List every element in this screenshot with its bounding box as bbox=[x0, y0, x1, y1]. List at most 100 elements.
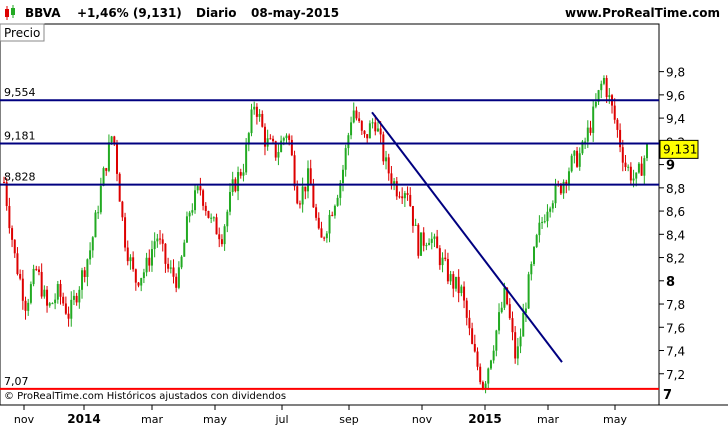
candle-body bbox=[188, 212, 191, 217]
candle-body bbox=[315, 207, 318, 218]
candle-body bbox=[8, 206, 11, 229]
candle-body bbox=[148, 257, 151, 266]
candle-body bbox=[395, 181, 398, 197]
candle-body bbox=[454, 276, 457, 289]
candle-body bbox=[336, 197, 339, 206]
candle-body bbox=[430, 238, 433, 243]
candle-body bbox=[307, 168, 310, 192]
candle-body bbox=[592, 106, 595, 133]
y-tick-label: 8,8 bbox=[666, 182, 685, 196]
y-tick-label: 7,2 bbox=[666, 368, 685, 382]
candle-body bbox=[621, 147, 624, 163]
candle-body bbox=[578, 153, 581, 167]
candle-body bbox=[420, 232, 423, 256]
candle-body bbox=[608, 95, 611, 98]
candle-body bbox=[296, 186, 299, 204]
candle-body bbox=[471, 328, 474, 344]
candle-body bbox=[86, 259, 89, 277]
candle-body bbox=[309, 168, 312, 185]
candle-body bbox=[164, 243, 167, 264]
candle-body bbox=[282, 138, 285, 141]
candle-body bbox=[414, 224, 417, 226]
candle-body bbox=[202, 190, 205, 206]
candle-body bbox=[457, 276, 460, 294]
candle-body bbox=[210, 217, 213, 219]
candle-body bbox=[452, 274, 455, 289]
candle-body bbox=[600, 83, 603, 91]
candle-body bbox=[444, 257, 447, 260]
candle-body bbox=[37, 269, 40, 272]
candle-body bbox=[511, 318, 514, 333]
candle-body bbox=[29, 284, 32, 303]
candle-body bbox=[584, 141, 587, 143]
candle-body bbox=[573, 150, 576, 156]
candle-body bbox=[559, 184, 562, 194]
candle-body bbox=[121, 201, 124, 218]
candle-body bbox=[341, 169, 344, 183]
change-value: +1,46% (9,131) bbox=[77, 6, 182, 20]
candle-body bbox=[223, 226, 226, 245]
candle-body bbox=[506, 287, 509, 305]
current-price-badge: 9,131 bbox=[659, 139, 699, 159]
level-label: 9,181 bbox=[4, 130, 36, 143]
candle-body bbox=[393, 181, 396, 185]
candle-body bbox=[161, 239, 164, 244]
candle-body bbox=[24, 300, 27, 311]
candle-body bbox=[350, 122, 353, 136]
candle-body bbox=[387, 157, 390, 174]
candle-body bbox=[274, 141, 277, 158]
candle-body bbox=[237, 172, 240, 192]
candle-body bbox=[385, 157, 388, 162]
candle-body bbox=[196, 186, 199, 191]
period: Diario bbox=[196, 6, 236, 20]
candle-body bbox=[97, 212, 100, 214]
candle-body bbox=[269, 138, 272, 140]
candle-body bbox=[59, 283, 62, 297]
candle-body bbox=[425, 245, 428, 247]
candle-body bbox=[436, 236, 439, 249]
candle-body bbox=[516, 346, 519, 359]
x-tick-label: may bbox=[203, 413, 227, 426]
candle-body bbox=[320, 228, 323, 238]
candle-body bbox=[479, 366, 482, 383]
candle-body bbox=[371, 122, 374, 124]
candle-body bbox=[406, 193, 409, 195]
y-tick-label: 7,8 bbox=[666, 298, 685, 312]
candle-body bbox=[360, 121, 363, 131]
candle-body bbox=[124, 217, 127, 248]
candle-body bbox=[619, 129, 622, 148]
candle-body bbox=[245, 144, 248, 173]
candle-body bbox=[172, 267, 175, 277]
candle-body bbox=[180, 256, 183, 268]
candle-body bbox=[541, 221, 544, 223]
candle-body bbox=[75, 295, 78, 303]
candle-body bbox=[519, 336, 522, 347]
candle-body bbox=[317, 217, 320, 229]
candle-body bbox=[312, 184, 315, 208]
candle-body bbox=[403, 193, 406, 199]
candle-body bbox=[288, 135, 291, 140]
y-tick-label: 8 bbox=[666, 275, 675, 290]
candle-body bbox=[145, 257, 148, 273]
candle-body bbox=[212, 217, 215, 219]
candle-body bbox=[177, 267, 180, 288]
candle-body bbox=[640, 163, 643, 176]
candle-body bbox=[463, 286, 466, 301]
candle-body bbox=[126, 247, 129, 262]
date: 08-may-2015 bbox=[251, 6, 339, 20]
panel-label-box bbox=[0, 23, 45, 42]
candle-body bbox=[94, 212, 97, 238]
candle-body bbox=[594, 101, 597, 107]
candle-body bbox=[19, 273, 22, 279]
candle-body bbox=[40, 271, 43, 297]
candle-body bbox=[352, 110, 355, 123]
candle-body bbox=[99, 185, 102, 213]
candle-body bbox=[137, 282, 140, 286]
candle-body bbox=[304, 186, 307, 192]
candle-body bbox=[576, 150, 579, 167]
site-link[interactable]: www.ProRealTime.com bbox=[565, 6, 720, 20]
candle-body bbox=[129, 257, 132, 262]
candle-body bbox=[438, 248, 441, 266]
candle-body bbox=[355, 110, 358, 119]
